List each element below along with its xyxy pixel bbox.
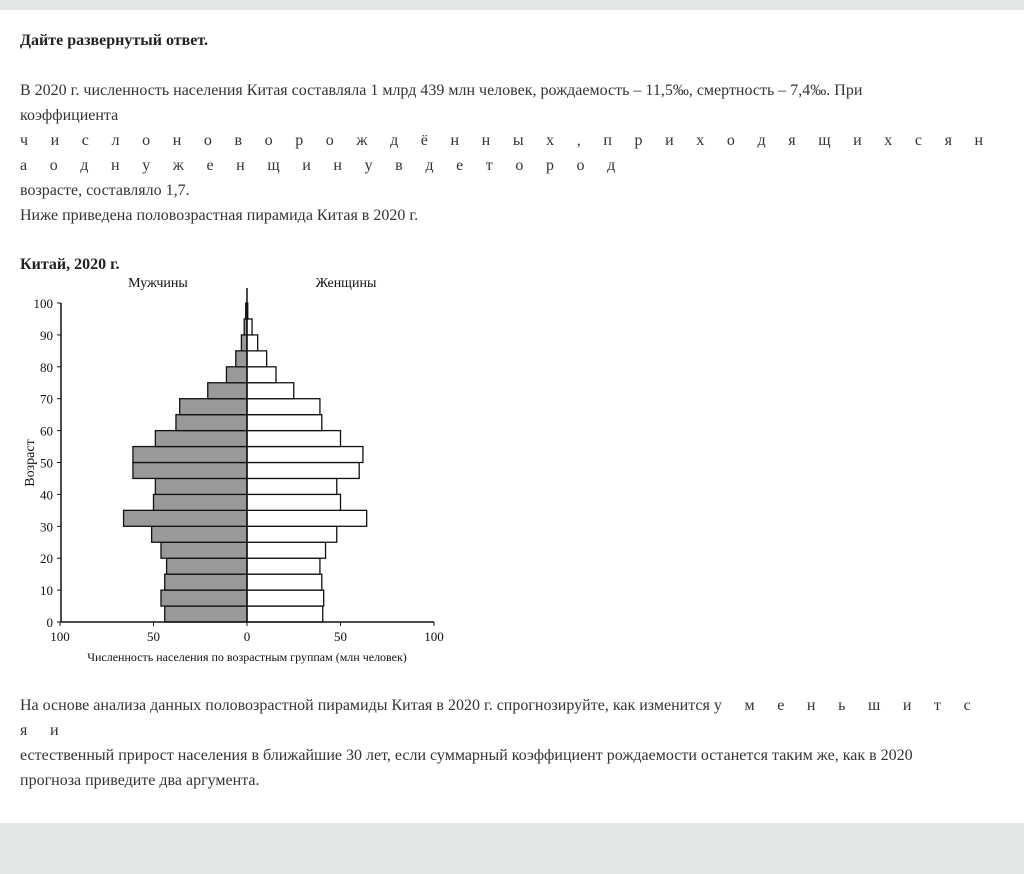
spacer	[20, 53, 1004, 78]
female-bar	[246, 557, 321, 575]
top-bar	[0, 0, 1024, 10]
y-tick-label: 90	[40, 328, 53, 343]
female-bar	[246, 382, 295, 400]
male-bar	[175, 413, 248, 432]
male-bar	[160, 589, 248, 607]
x-tick-label: 50	[147, 629, 160, 644]
male-bar	[150, 525, 248, 543]
chart-container: 0 10 20 30 40 50 60 70 80 90 100 100 50 0 50 100 Мужчин…	[0, 269, 470, 669]
x-tick-label: 50	[334, 629, 347, 644]
female-bar	[246, 573, 323, 591]
male-bar	[240, 334, 248, 352]
y-tick-label: 10	[40, 583, 53, 598]
male-bar	[132, 445, 248, 464]
male-bar	[225, 366, 248, 384]
y-tick-label: 60	[40, 424, 53, 439]
intro-line-4: возрасте, составляло 1,7.	[20, 182, 190, 199]
population-pyramid-chart: 0 10 20 30 40 50 60 70 80 90 100 100 50 0 50 100 Мужчин…	[23, 276, 444, 664]
question-line-1: На основе анализа данных половозрастной …	[20, 693, 1004, 743]
female-bar	[246, 318, 253, 336]
y-tick-label: 50	[40, 456, 53, 471]
male-bar	[235, 350, 248, 368]
male-bar	[122, 509, 248, 527]
intro-line-1: В 2020 г. численность населения Китая со…	[20, 82, 863, 99]
female-bar	[246, 398, 321, 416]
male-bar	[152, 493, 248, 511]
x-axis-label: Численность населения по возрастным груп…	[87, 650, 407, 664]
y-axis-label: Возраст	[23, 439, 38, 486]
y-tick-label: 100	[34, 296, 54, 311]
x-tick-label: 100	[424, 629, 444, 644]
male-bar	[154, 429, 248, 448]
x-tick-label: 0	[244, 629, 251, 644]
male-bar	[160, 541, 248, 559]
question-line-1-spaced: у м е н ь ш и т с я и	[20, 697, 981, 739]
task-heading: Дайте развернутый ответ.	[20, 32, 208, 49]
question-line-3: прогноза приведите два аргумента.	[20, 772, 260, 789]
chart-title: Китай, 2020 г.	[20, 256, 120, 273]
female-bar	[246, 429, 342, 448]
female-bar	[246, 525, 338, 543]
female-bar	[246, 493, 342, 511]
x-tick-label: 100	[50, 629, 70, 644]
female-bar	[246, 334, 259, 352]
y-tick-label: 80	[40, 360, 53, 375]
male-bar	[132, 461, 248, 480]
y-tick-label: 30	[40, 519, 53, 534]
intro-line-2: коэффициента	[20, 107, 119, 124]
bottom-bar	[0, 823, 1024, 874]
spacer	[20, 228, 1004, 252]
female-bar	[246, 461, 360, 480]
female-bar	[246, 477, 338, 496]
legend-male-label: Мужчины	[128, 276, 188, 291]
question-line-1-text: На основе анализа данных половозрастной …	[20, 697, 710, 714]
male-bar	[154, 477, 248, 496]
male-bar	[164, 605, 248, 623]
y-tick-label: 40	[40, 487, 53, 502]
spacer	[20, 669, 1004, 693]
male-bar	[165, 557, 248, 575]
legend-female-label: Женщины	[316, 276, 377, 291]
female-bar	[246, 350, 268, 368]
male-bar	[179, 398, 248, 416]
y-tick-label: 0	[47, 615, 54, 630]
female-bar	[246, 509, 368, 527]
female-bar	[246, 445, 364, 464]
male-bar	[207, 382, 248, 400]
male-bar	[164, 573, 248, 591]
female-bar	[246, 413, 323, 432]
y-tick-label: 20	[40, 551, 53, 566]
female-bar	[246, 589, 325, 607]
female-bar	[246, 541, 327, 559]
female-bar	[246, 605, 324, 623]
y-tick-label: 70	[40, 392, 53, 407]
task-content: Дайте развернутый ответ. В 2020 г. числе…	[20, 10, 1004, 823]
intro-line-5: Ниже приведена половозрастная пирамида К…	[20, 207, 419, 224]
female-bar	[246, 366, 277, 384]
intro-line-3: ч и с л о н о в о р о ж д ё н н ы х , п …	[20, 132, 993, 174]
question-line-2: естественный прирост населения в ближайш…	[20, 747, 913, 764]
